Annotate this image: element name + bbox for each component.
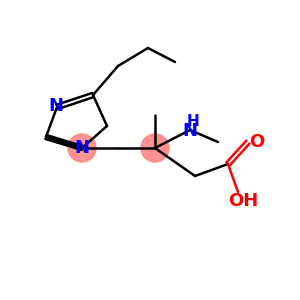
Text: OH: OH: [228, 192, 258, 210]
Text: N: N: [182, 122, 197, 140]
Circle shape: [141, 134, 169, 162]
Text: H: H: [187, 113, 200, 128]
Circle shape: [68, 134, 96, 162]
Text: O: O: [249, 133, 265, 151]
Text: N: N: [74, 139, 89, 157]
Text: N: N: [49, 97, 64, 115]
